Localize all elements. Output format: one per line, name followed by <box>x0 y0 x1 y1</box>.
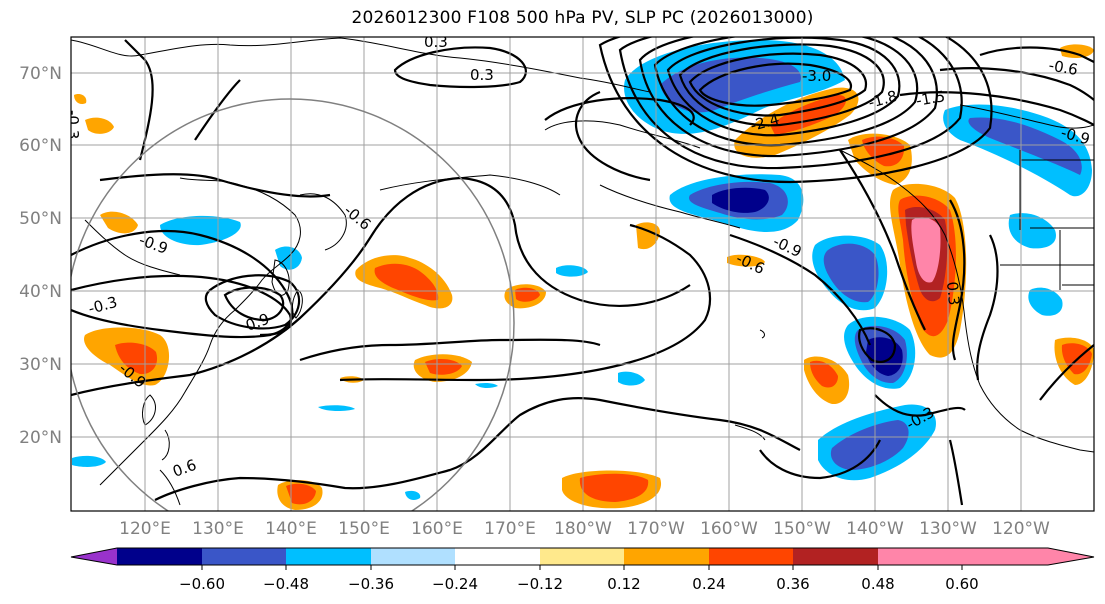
colorbar-tick-label: −0.12 <box>517 575 563 593</box>
coastlines <box>71 37 1094 506</box>
colorbar-tick-label: 0.12 <box>607 575 640 593</box>
colorbar-segment <box>286 548 371 565</box>
lon-label: 140°E <box>265 519 317 539</box>
pv-negative-region <box>968 117 1082 175</box>
colorbar-tick-label: −0.36 <box>348 575 394 593</box>
colorbar-segment <box>202 548 286 565</box>
longitude-labels: 120°E 130°E 140°E 150°E 160°E 170°E 180°… <box>119 519 1050 539</box>
lon-label: 130°W <box>919 519 977 539</box>
lat-label: 50°N <box>19 209 62 229</box>
colorbar-ticks <box>201 565 963 570</box>
lon-label: 160°W <box>700 519 758 539</box>
pv-negative-region <box>475 382 498 389</box>
map-frame <box>70 36 1095 512</box>
pv-positive-region <box>425 358 462 375</box>
pv-negative-region <box>556 265 588 277</box>
pv-positive-region <box>579 473 649 502</box>
pv-negative-region <box>160 215 241 246</box>
colorbar: −0.60 −0.48 −0.36 −0.24 −0.12 0.12 0.24 … <box>70 547 1095 593</box>
reference-circle <box>71 98 515 511</box>
colorbar-tick-label: −0.48 <box>263 575 309 593</box>
pv-negative-region <box>72 455 106 467</box>
pv-negative-region <box>405 490 421 500</box>
pv-positive-region <box>100 211 138 234</box>
colorbar-segment <box>455 548 540 565</box>
pv-positive-region <box>74 93 87 105</box>
lon-label: 130°E <box>192 519 244 539</box>
contour-label: -0.3 <box>64 110 82 139</box>
lat-label: 60°N <box>19 136 62 156</box>
colorbar-segment <box>624 548 709 565</box>
lon-label: 160°E <box>411 519 463 539</box>
lon-label: 120°W <box>992 519 1050 539</box>
contour-label: -3.0 <box>802 67 831 85</box>
pv-positive-region <box>85 117 114 134</box>
pv-negative-region <box>712 187 769 213</box>
lat-label: 70°N <box>19 64 62 84</box>
pv-positive-region <box>286 483 316 505</box>
pv-positive-region <box>727 254 765 267</box>
colorbar-segment <box>878 548 962 565</box>
lon-label: 120°E <box>119 519 171 539</box>
figure-title: 2026012300 F108 500 hPa PV, SLP PC (2026… <box>351 8 814 28</box>
contour-label: 0.3 <box>424 33 448 51</box>
colorbar-tick-label: 0.60 <box>945 575 978 593</box>
lat-label: 30°N <box>19 355 62 375</box>
lon-label: 180°W <box>554 519 612 539</box>
colorbar-segment <box>962 548 1048 565</box>
pv-positive-region <box>810 360 838 388</box>
gridlines <box>71 37 1094 511</box>
pv-positive-region <box>911 217 941 283</box>
lat-label: 40°N <box>19 282 62 302</box>
pv-negative-region <box>830 420 909 470</box>
map-panel: 0.3 -0.6 -0.9 0.9 -0.3 -0.9 0.6 -0.3 -3.… <box>64 33 1095 512</box>
lon-label: 140°W <box>846 519 904 539</box>
pv-positive-region <box>1060 44 1094 58</box>
lon-label: 170°W <box>627 519 685 539</box>
contour-label: -0.6 <box>1047 56 1079 79</box>
colorbar-tick-label: 0.24 <box>692 575 725 593</box>
contour-label: -1.5 <box>915 87 947 110</box>
slp-contours <box>71 37 1094 506</box>
colorbar-segment <box>117 548 202 565</box>
pv-positive-region <box>115 342 158 375</box>
pv-negative-region <box>823 243 879 303</box>
colorbar-segment <box>540 548 624 565</box>
colorbar-segments <box>117 548 1048 565</box>
colorbar-extend-min <box>71 548 117 565</box>
colorbar-extend-max <box>1048 548 1094 565</box>
pv-negative-region <box>618 371 645 386</box>
pv-negative-region <box>1028 287 1063 316</box>
lat-label: 20°N <box>19 428 62 448</box>
colorbar-outline <box>70 547 1095 566</box>
latitude-labels: 70°N 60°N 50°N 40°N 30°N 20°N <box>19 64 62 448</box>
pv-negative-region <box>318 405 355 412</box>
lon-label: 150°W <box>773 519 831 539</box>
colorbar-tick-label: 0.48 <box>861 575 894 593</box>
pv-positive-region <box>862 136 905 167</box>
colorbar-tick-label: −0.60 <box>179 575 225 593</box>
lon-label: 150°E <box>338 519 390 539</box>
contour-label: 0.3 <box>470 66 494 84</box>
colorbar-segment <box>709 548 793 565</box>
colorbar-segment <box>793 548 878 565</box>
colorbar-labels: −0.60 −0.48 −0.36 −0.24 −0.12 0.12 0.24 … <box>179 575 979 593</box>
lon-label: 170°E <box>484 519 536 539</box>
contour-label: 0.3 <box>943 281 963 306</box>
colorbar-tick-label: 0.36 <box>776 575 809 593</box>
pv-negative-region <box>275 246 302 270</box>
colorbar-segment <box>371 548 455 565</box>
colorbar-tick-label: −0.24 <box>432 575 478 593</box>
